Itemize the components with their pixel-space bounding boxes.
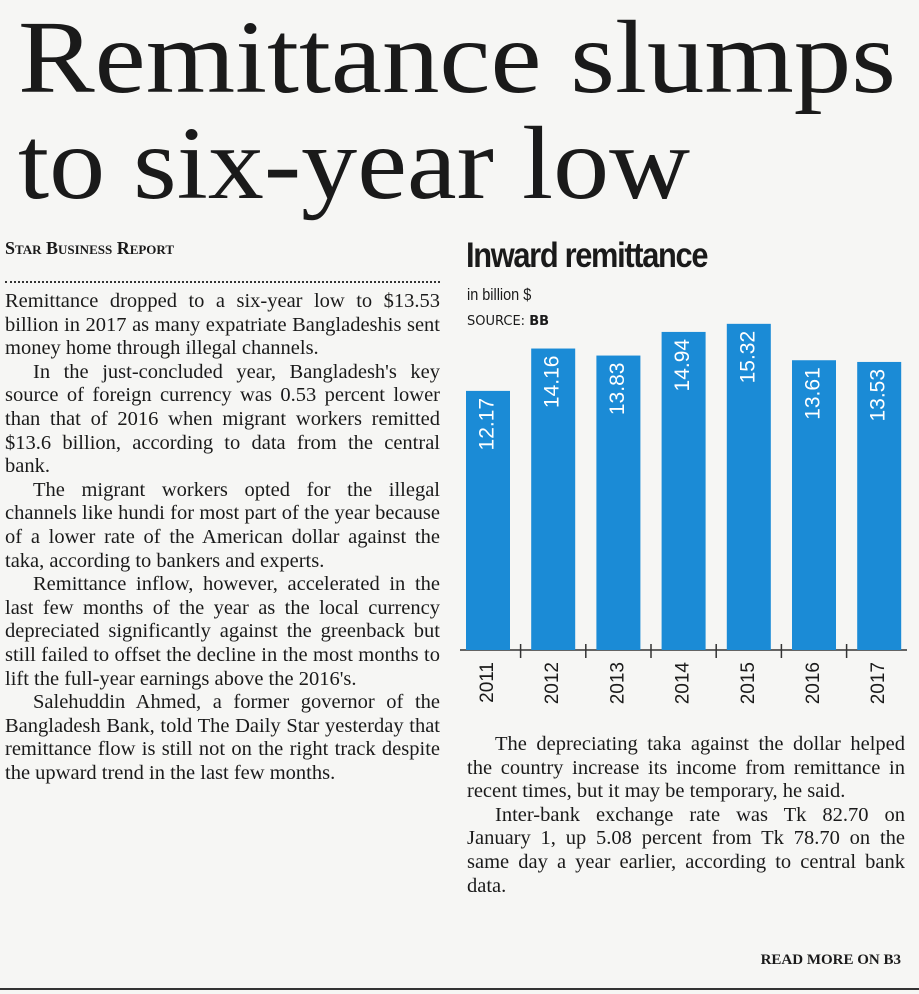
paragraph: In the just-concluded year, Bangladesh's… [5, 360, 440, 478]
paragraph: Inter-bank exchange rate was Tk 82.70 on… [467, 803, 905, 897]
bar [857, 361, 902, 650]
bar [726, 323, 771, 650]
x-tick-label: 2017 [868, 662, 889, 704]
x-tick-label: 2011 [477, 662, 498, 703]
read-more: READ MORE ON B3 [760, 952, 901, 968]
bar [531, 348, 576, 650]
value-label: 14.94 [671, 339, 694, 392]
x-tick-label: 2013 [607, 662, 628, 704]
bottom-rule [0, 988, 919, 990]
x-tick-label: 2015 [738, 662, 759, 704]
x-tick-label: 2016 [803, 662, 824, 704]
paragraph: Remittance dropped to a six-year low to … [5, 290, 440, 360]
paragraph: Remittance inflow, however, accelerated … [5, 573, 440, 690]
chart-title: Inward remittance [466, 236, 708, 275]
value-label: 13.61 [802, 367, 825, 420]
left-column: Remittance dropped to a six-year low to … [5, 290, 440, 785]
source-label: SOURCE: [467, 314, 526, 329]
paragraph: The depreciating taka against the dollar… [467, 733, 905, 803]
chart: 12.17 2011 14.16 2012 13.83 2013 14.94 2014 15.3… [460, 323, 907, 705]
chart-subtitle: in billion $ [467, 285, 532, 304]
paragraph: Salehuddin Ahmed, a former governor of t… [5, 691, 440, 784]
value-label: 12.17 [476, 398, 499, 451]
headline-line: to six-year low [18, 106, 690, 221]
headline-line: Remittance slumps [18, 0, 896, 115]
x-tick-label: 2014 [673, 662, 694, 705]
paragraph: The migrant workers opted for the illega… [5, 478, 440, 572]
headline: Remittance slumps to six-year low [18, 0, 896, 221]
bar [661, 331, 706, 650]
value-label: 14.16 [541, 356, 564, 409]
chart-source: SOURCE: BB [467, 314, 549, 329]
bar [792, 360, 836, 650]
value-label: 13.83 [606, 363, 629, 416]
bar [466, 390, 510, 650]
right-column: The depreciating taka against the dollar… [467, 733, 905, 898]
value-label: 13.53 [867, 369, 890, 422]
source: BB [529, 314, 550, 329]
bar [596, 355, 641, 650]
divider [5, 281, 440, 283]
byline: Star Business Report [5, 238, 175, 258]
x-tick-label: 2012 [542, 662, 563, 704]
value-label: 15.32 [736, 331, 759, 384]
